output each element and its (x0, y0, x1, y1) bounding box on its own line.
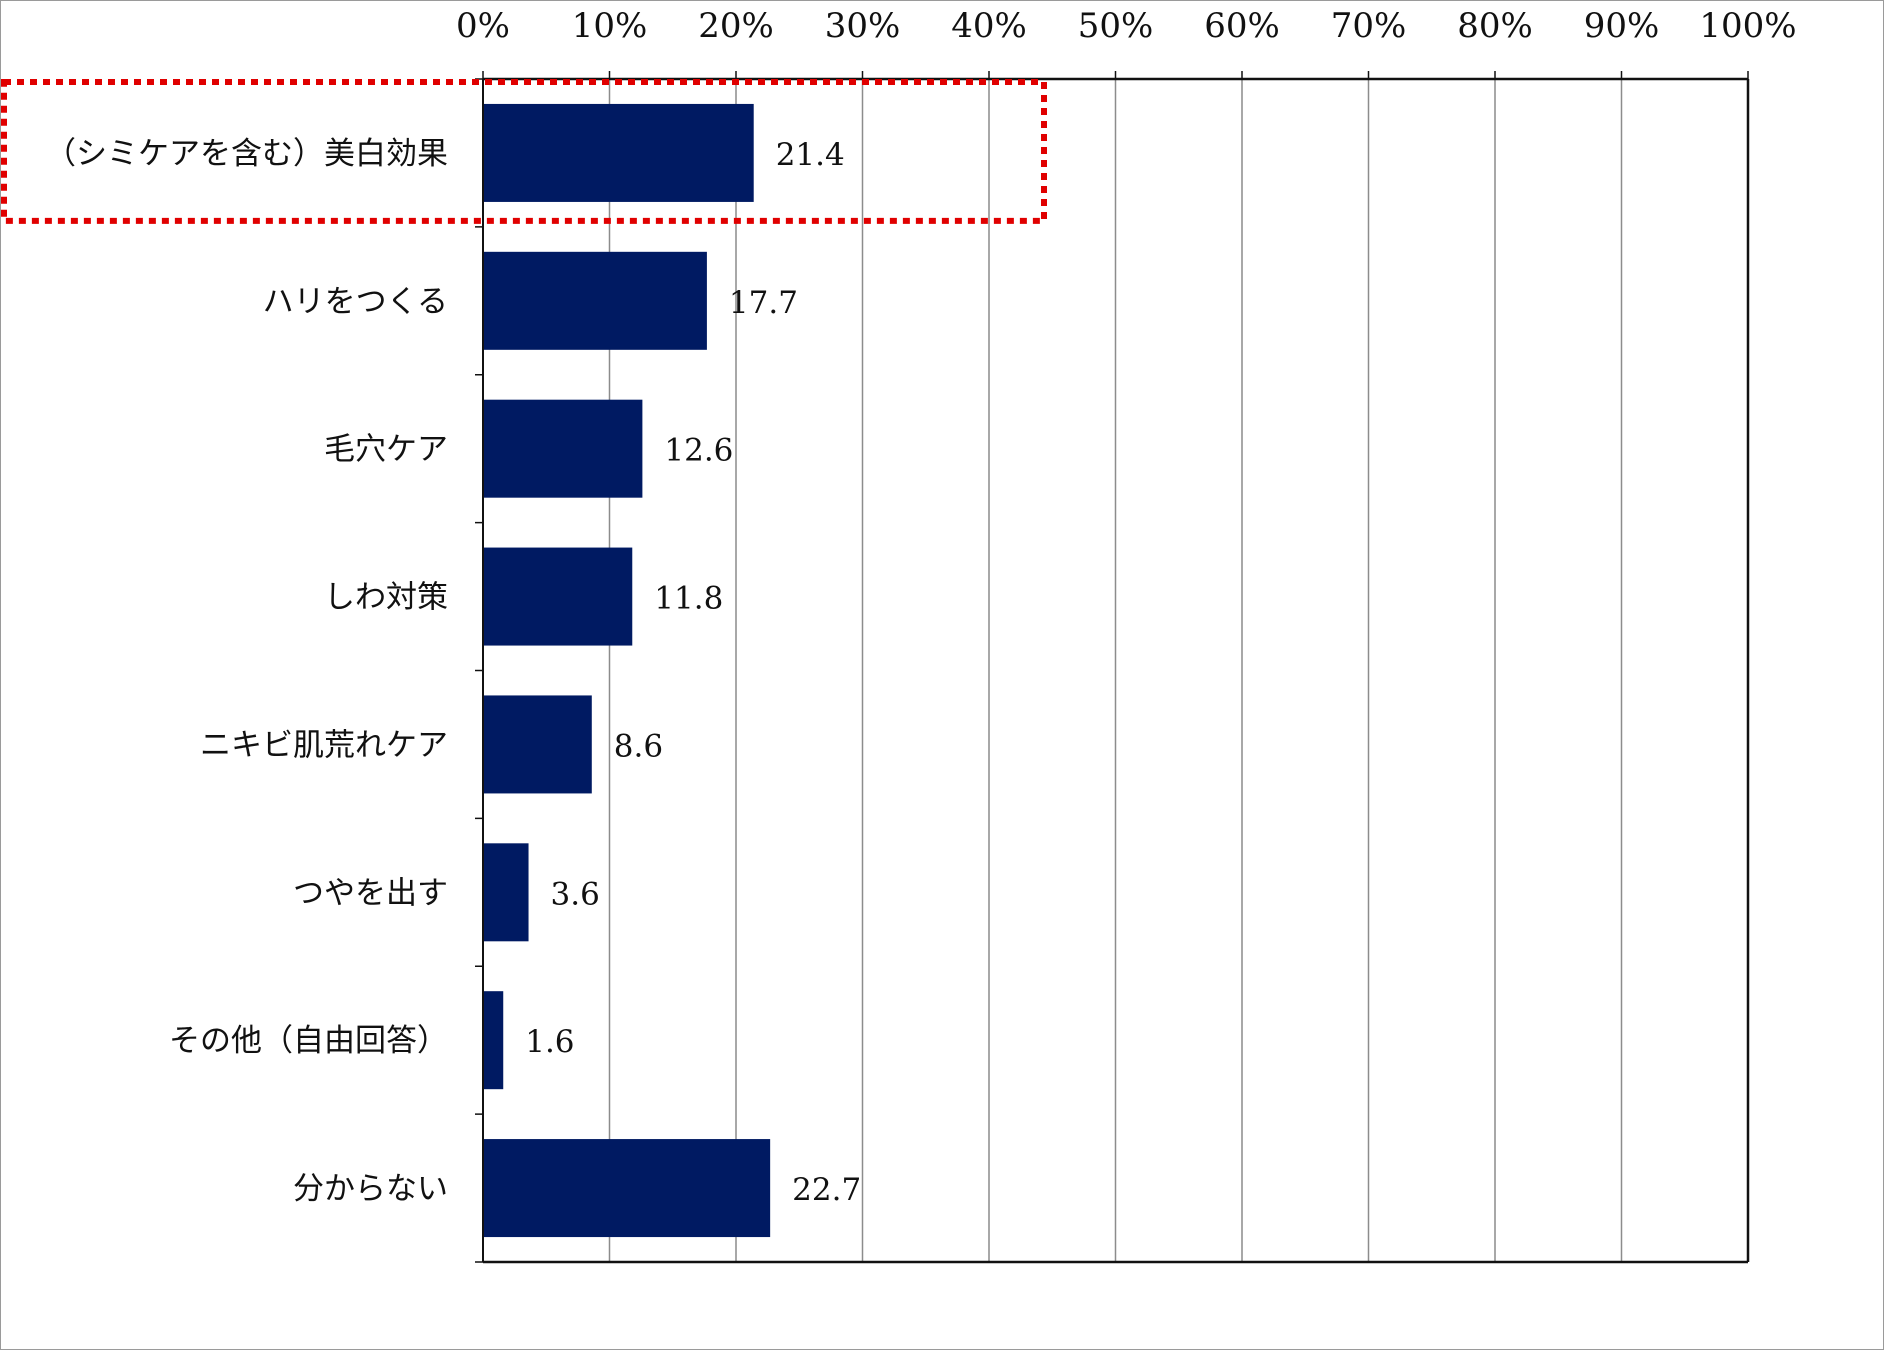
category-label-6: その他（自由回答） (169, 1023, 448, 1059)
x-tick-label-30: 30% (825, 6, 901, 46)
x-tick-label-100: 100% (1699, 6, 1796, 46)
x-tick-label-90: 90% (1584, 6, 1660, 46)
category-label-0: （シミケアを含む）美白効果 (45, 136, 448, 172)
value-labels: 21.4 17.7 12.6 11.8 8.6 3.6 1.6 22.7 (525, 137, 861, 1208)
x-tick-label-50: 50% (1078, 6, 1154, 46)
x-tick-label-40: 40% (951, 6, 1027, 46)
value-label-3: 11.8 (654, 581, 723, 617)
bars (483, 103, 771, 1238)
bar-2 (483, 399, 643, 498)
category-label-4: ニキビ肌荒れケア (200, 727, 448, 763)
category-label-1: ハリをつくる (263, 284, 448, 320)
highlight-box (1, 79, 1047, 224)
value-label-7: 22.7 (792, 1172, 861, 1208)
x-tick-label-10: 10% (572, 6, 648, 46)
bar-0 (483, 103, 754, 202)
value-label-5: 3.6 (551, 876, 600, 912)
x-tick-label-60: 60% (1204, 6, 1280, 46)
x-tick-label-80: 80% (1457, 6, 1533, 46)
category-label-5: つやを出す (293, 875, 448, 911)
category-label-7: 分からない (293, 1171, 448, 1207)
bar-5 (483, 843, 529, 942)
value-label-6: 1.6 (525, 1024, 574, 1060)
axes (475, 71, 1750, 1264)
value-label-2: 12.6 (664, 433, 733, 469)
bar-1 (483, 251, 707, 350)
bar-6 (483, 991, 504, 1090)
value-label-4: 8.6 (614, 728, 663, 764)
bar-4 (483, 695, 592, 794)
category-label-2: 毛穴ケア (324, 432, 448, 468)
gridlines (608, 79, 1623, 1262)
category-label-3: しわ対策 (324, 580, 448, 616)
bar-7 (483, 1139, 771, 1238)
x-tick-label-20: 20% (698, 6, 774, 46)
value-label-0: 21.4 (776, 137, 845, 173)
value-label-1: 17.7 (729, 285, 798, 321)
category-labels: （シミケアを含む）美白効果ハリをつくる毛穴ケアしわ対策ニキビ肌荒れケアつやを出す… (45, 136, 448, 1207)
highlight-box-layer (1, 79, 1047, 224)
x-tick-labels: 0% 10% 20% 30% 40% 50% 60% 70% 80% 90% 100% (456, 6, 1797, 46)
x-tick-label-0: 0% (456, 6, 510, 46)
bar-3 (483, 547, 633, 646)
x-tick-label-70: 70% (1331, 6, 1407, 46)
